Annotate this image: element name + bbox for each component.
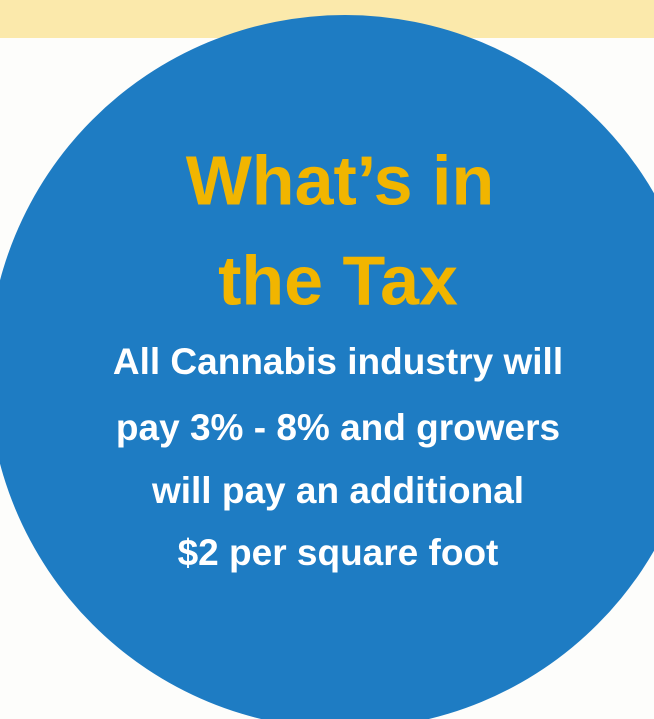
blue-circle [0,15,654,719]
body-line: pay 3% - 8% and growers [116,407,560,448]
body-line: All Cannabis industry will [113,341,563,382]
body-line: $2 per square foot [178,532,499,573]
heading-line: the Tax [218,241,458,319]
heading-line: What’s in [186,141,495,219]
body-line: will pay an additional [151,470,524,511]
